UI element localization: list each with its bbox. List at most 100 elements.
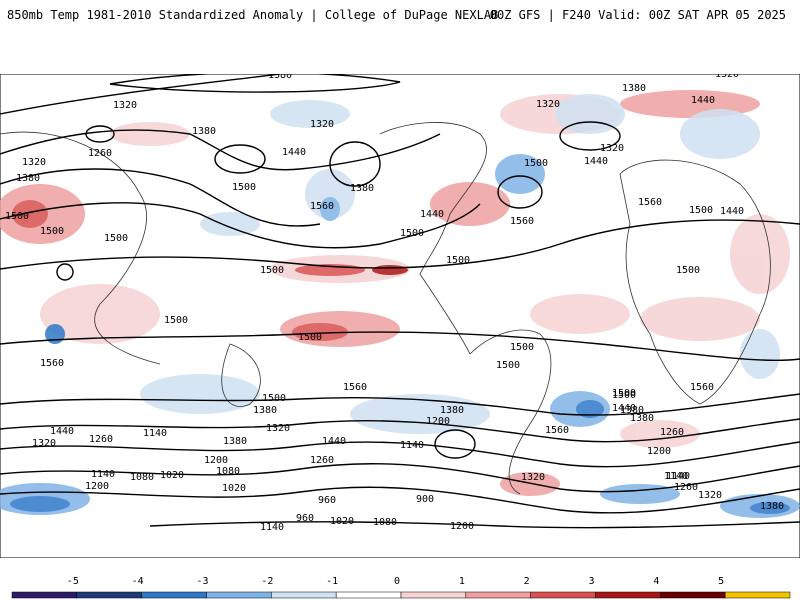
colorbar-swatch xyxy=(76,591,142,599)
colorbar-swatch xyxy=(206,591,272,599)
svg-text:1200: 1200 xyxy=(647,446,671,457)
svg-text:1020: 1020 xyxy=(222,483,246,494)
svg-text:1200: 1200 xyxy=(204,455,228,466)
svg-text:1260: 1260 xyxy=(660,427,684,438)
svg-text:1140: 1140 xyxy=(666,471,690,482)
colorbar-swatch xyxy=(465,591,531,599)
svg-text:1320: 1320 xyxy=(32,438,56,449)
svg-text:1200: 1200 xyxy=(426,416,450,427)
svg-text:1320: 1320 xyxy=(600,143,624,154)
svg-text:960: 960 xyxy=(296,513,314,524)
colorbar-tick-label: -1 xyxy=(326,576,338,587)
svg-text:1500: 1500 xyxy=(524,158,548,169)
svg-text:1140: 1140 xyxy=(664,471,688,482)
colorbar-swatch xyxy=(271,591,337,599)
svg-text:1320: 1320 xyxy=(22,157,46,168)
header: 850mb Temp 1981-2010 Standardized Anomal… xyxy=(0,0,800,30)
svg-text:1500: 1500 xyxy=(612,388,636,399)
colorbar-swatch xyxy=(141,591,207,599)
svg-text:1500: 1500 xyxy=(260,265,284,276)
svg-text:1200: 1200 xyxy=(85,481,109,492)
svg-text:1560: 1560 xyxy=(690,382,714,393)
valid-time: 00Z GFS | F240 Valid: 00Z SAT APR 05 202… xyxy=(489,8,786,22)
svg-text:1380: 1380 xyxy=(192,126,216,137)
svg-text:1500: 1500 xyxy=(164,315,188,326)
svg-text:1140: 1140 xyxy=(143,428,167,439)
svg-text:1380: 1380 xyxy=(760,501,784,512)
svg-text:1500: 1500 xyxy=(400,228,424,239)
svg-text:1080: 1080 xyxy=(130,472,154,483)
svg-text:1320: 1320 xyxy=(698,490,722,501)
svg-text:1380: 1380 xyxy=(622,83,646,94)
svg-text:1500: 1500 xyxy=(676,265,700,276)
svg-text:1440: 1440 xyxy=(322,436,346,447)
svg-text:1440: 1440 xyxy=(584,156,608,167)
colorbar-tick-label: 0 xyxy=(394,576,400,587)
svg-text:1440: 1440 xyxy=(720,206,744,217)
colorbar-tick-label: -5 xyxy=(67,576,79,587)
svg-text:1380: 1380 xyxy=(630,413,654,424)
svg-text:1140: 1140 xyxy=(400,440,424,451)
height-contours xyxy=(0,74,800,529)
svg-text:1500: 1500 xyxy=(510,342,534,353)
svg-text:1380: 1380 xyxy=(16,173,40,184)
colorbar-swatch xyxy=(11,591,78,599)
svg-text:1380: 1380 xyxy=(620,405,644,416)
colorbar-swatch xyxy=(660,591,726,599)
svg-text:1500: 1500 xyxy=(262,393,286,404)
colorbar-tick-label: 1 xyxy=(459,576,465,587)
svg-text:1380: 1380 xyxy=(440,405,464,416)
colorbar-tick-label: 3 xyxy=(588,576,594,587)
svg-text:1500: 1500 xyxy=(298,332,322,343)
colorbar-swatch xyxy=(400,591,467,599)
anomaly-map: 1380 1320 1260 1320 1380 1500 1440 1320 … xyxy=(0,74,800,558)
svg-text:1500: 1500 xyxy=(689,205,713,216)
svg-text:1380: 1380 xyxy=(350,183,374,194)
colorbar-swatch xyxy=(595,591,661,599)
svg-text:1380: 1380 xyxy=(253,405,277,416)
svg-text:1560: 1560 xyxy=(510,216,534,227)
colorbar-tick-label: 5 xyxy=(718,576,724,587)
svg-text:960: 960 xyxy=(318,495,336,506)
warm-anomalies xyxy=(0,90,790,496)
svg-text:900: 900 xyxy=(416,494,434,505)
svg-text:1500: 1500 xyxy=(232,182,256,193)
colorbar-tick-label: -3 xyxy=(196,576,208,587)
colorbar-tick-label: 4 xyxy=(653,576,659,587)
colorbar-swatches xyxy=(11,591,791,599)
colorbar-ticks: -5 -4 -3 -2 -1 0 1 2 3 4 5 xyxy=(67,576,724,587)
svg-text:1080: 1080 xyxy=(373,517,397,528)
svg-text:1080: 1080 xyxy=(216,466,240,477)
svg-text:1500: 1500 xyxy=(446,255,470,266)
colorbar-tick-label: -2 xyxy=(261,576,273,587)
svg-text:1560: 1560 xyxy=(40,358,64,369)
colorbar-swatch xyxy=(530,591,596,599)
colorbar-swatch xyxy=(335,591,402,599)
svg-text:1440: 1440 xyxy=(420,209,444,220)
svg-text:1320: 1320 xyxy=(715,74,739,80)
svg-text:1500: 1500 xyxy=(5,211,29,222)
svg-text:1440: 1440 xyxy=(612,403,636,414)
svg-text:1440: 1440 xyxy=(691,95,715,106)
colorbar-tick-label: -4 xyxy=(132,576,144,587)
svg-text:1200: 1200 xyxy=(450,521,474,532)
svg-text:1440: 1440 xyxy=(50,426,74,437)
svg-text:1440: 1440 xyxy=(282,147,306,158)
svg-text:1260: 1260 xyxy=(310,455,334,466)
coastlines xyxy=(0,122,771,495)
svg-text:1380: 1380 xyxy=(223,436,247,447)
svg-text:1140: 1140 xyxy=(260,522,284,533)
svg-text:1320: 1320 xyxy=(310,119,334,130)
svg-text:1320: 1320 xyxy=(536,99,560,110)
svg-text:1320: 1320 xyxy=(113,100,137,111)
svg-text:1320: 1320 xyxy=(266,423,290,434)
product-title: 850mb Temp 1981-2010 Standardized Anomal… xyxy=(7,8,499,22)
svg-text:1020: 1020 xyxy=(160,470,184,481)
svg-text:1020: 1020 xyxy=(330,516,354,527)
svg-text:1260: 1260 xyxy=(674,482,698,493)
colorbar: -5 -4 -3 -2 -1 0 1 2 3 4 5 xyxy=(11,576,791,599)
svg-text:1500: 1500 xyxy=(40,226,64,237)
colorbar-tick-label: 2 xyxy=(524,576,530,587)
svg-text:1380: 1380 xyxy=(268,74,292,81)
svg-text:1260: 1260 xyxy=(89,434,113,445)
